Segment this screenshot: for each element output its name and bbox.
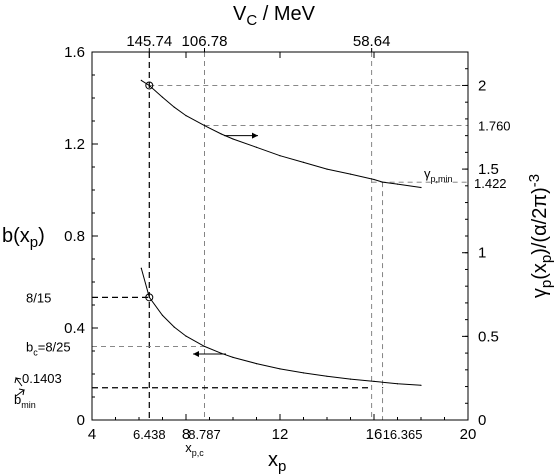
gamma-data-point xyxy=(140,79,142,81)
x-axis-title: xp xyxy=(268,449,286,475)
b-data-point xyxy=(382,387,384,389)
b-curve xyxy=(140,268,422,386)
b-data-point xyxy=(302,372,305,374)
gamma-data-point xyxy=(396,183,399,185)
b-data-point xyxy=(148,296,150,298)
x-tick-label: 16 xyxy=(366,426,383,443)
x-annot-label: 8.787 xyxy=(188,427,221,442)
b-data-point xyxy=(279,368,281,370)
gamma-min-annotation: γp,min xyxy=(424,166,453,184)
gamma-data-point xyxy=(349,173,352,175)
x-tick-label: 20 xyxy=(460,426,477,443)
right-tick-label: 2 xyxy=(478,77,486,94)
b-data-point xyxy=(140,267,142,269)
x-annot-label: 16.365 xyxy=(383,427,423,442)
b-data-point xyxy=(173,326,175,328)
right-tick-label: 1.5 xyxy=(478,161,499,178)
x-tick-label: 12 xyxy=(272,426,289,443)
gamma-data-point xyxy=(420,186,422,189)
gamma-data-point xyxy=(220,133,222,135)
gamma-data-point xyxy=(161,96,164,98)
reference-lines xyxy=(92,52,468,420)
right-tick-label: 0 xyxy=(478,412,486,429)
right-tick-label: 1 xyxy=(478,245,486,262)
gamma-axis-arrow-head xyxy=(252,132,258,139)
b-data-point xyxy=(161,314,164,316)
gamma-1760-label: 1.760 xyxy=(478,119,511,134)
top-axis-title: VC / MeV xyxy=(233,3,316,29)
gamma-1422-label: 1.422 xyxy=(474,176,507,191)
x-tick-label: 8 xyxy=(182,426,190,443)
bc-annotation: bc=8/25 xyxy=(26,339,71,357)
gamma-data-point xyxy=(203,125,206,127)
left-axis-title: b(xp) xyxy=(2,225,45,251)
b-data-point xyxy=(203,345,206,347)
b-marker xyxy=(145,293,154,302)
gamma-marker xyxy=(145,81,154,90)
right-axis-title: γp(xp)/(α/2π)-3 xyxy=(526,174,555,298)
bmin-pointer-down xyxy=(15,388,26,397)
top-tick-label: 145.74 xyxy=(126,33,172,50)
b-data-point xyxy=(232,356,234,358)
b-data-point xyxy=(349,378,352,380)
gamma-data-point xyxy=(173,106,175,108)
bmin-value-label: 0.1403 xyxy=(22,371,62,386)
series-layer xyxy=(140,79,422,389)
b-data-point xyxy=(185,335,187,337)
b-axis-arrow-head xyxy=(193,351,199,357)
gamma-data-point xyxy=(255,146,258,148)
bmin-annotation: bmin xyxy=(14,392,36,410)
b-data-point xyxy=(396,383,399,385)
gamma-data-point xyxy=(185,115,187,117)
b-data-point xyxy=(373,380,375,382)
right-tick-label: 0.5 xyxy=(478,328,499,345)
top-tick-label: 106.78 xyxy=(182,33,228,50)
gamma-data-point xyxy=(326,168,328,170)
top-tick-label: 58.64 xyxy=(353,33,391,50)
gamma-data-point xyxy=(279,155,281,157)
left-tick-label: 0.4 xyxy=(64,320,85,337)
gamma-data-point xyxy=(232,138,234,140)
plot-frame xyxy=(91,51,469,421)
left-tick-label: 0.8 xyxy=(64,228,85,245)
gamma-data-point xyxy=(302,161,305,163)
left-tick-label: 1.2 xyxy=(64,136,85,153)
gamma-data-point xyxy=(148,84,150,87)
xpc-annotation: xp,c xyxy=(185,440,204,458)
b-data-point xyxy=(420,384,422,386)
x-tick-label: 4 xyxy=(88,426,96,443)
b815-label: 8/15 xyxy=(26,290,51,305)
gamma-curve xyxy=(141,79,422,188)
left-tick-label: 1.6 xyxy=(64,44,85,61)
bmin-pointer-up xyxy=(14,376,23,387)
gamma-data-point xyxy=(373,178,375,181)
x-annot-label: 6.438 xyxy=(133,427,166,442)
b-data-point xyxy=(326,375,328,377)
gamma-data-point xyxy=(382,181,384,183)
left-tick-label: 0 xyxy=(77,412,85,429)
b-data-point xyxy=(255,363,258,365)
